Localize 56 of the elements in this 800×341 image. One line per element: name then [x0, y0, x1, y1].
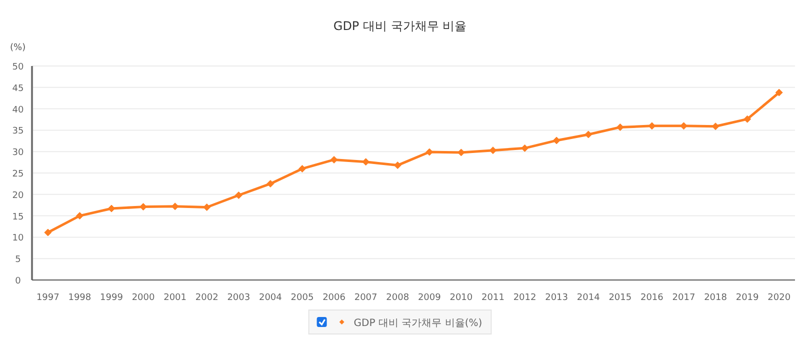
point: [234, 192, 242, 200]
y-tick-label: 20: [12, 190, 24, 201]
point: [266, 180, 274, 188]
y-tick-label: 0: [15, 276, 22, 286]
x-tick-label: 2006: [322, 293, 346, 303]
x-tick-label: 2017: [672, 293, 696, 303]
x-tick-label: 2005: [290, 293, 314, 303]
x-tick-label: 2001: [164, 293, 187, 303]
point: [552, 136, 560, 144]
x-tick-label: 2013: [545, 293, 568, 303]
point: [330, 156, 338, 164]
x-tick-label: 2000: [132, 293, 155, 303]
y-tick-label: 5: [15, 255, 21, 266]
x-tick-label: 2012: [513, 293, 536, 303]
point: [712, 122, 720, 130]
point: [616, 123, 624, 131]
legend-label: GDP 대비 국가채무 비율(%): [354, 318, 482, 329]
x-tick-label: 2008: [386, 293, 410, 303]
x-tick-label: 2014: [576, 293, 600, 303]
point: [44, 228, 52, 236]
x-tick-label: 2003: [227, 293, 250, 303]
point: [744, 115, 752, 123]
point: [521, 144, 529, 152]
x-tick-label: 1999: [100, 293, 124, 303]
chart-title: GDP 대비 국가채무 비율: [333, 19, 467, 33]
x-tick-label: 2007: [354, 293, 378, 303]
y-tick-label: 10: [12, 234, 24, 244]
point: [584, 130, 592, 138]
x-tick-label: 1998: [68, 293, 92, 303]
x-tick-label: 2020: [768, 293, 791, 303]
point: [298, 164, 306, 172]
point: [489, 146, 497, 154]
point: [775, 88, 783, 96]
y-axis-title: (%): [10, 43, 26, 53]
x-tick-label: 2002: [195, 293, 218, 303]
y-tick-label: 40: [12, 105, 24, 116]
legend: GDP 대비 국가채무 비율(%): [308, 310, 492, 334]
y-tick-label: 50: [12, 62, 24, 72]
y-tick-label: 25: [12, 170, 24, 180]
y-tick-label: 45: [12, 84, 24, 94]
x-tick-label: 2018: [704, 293, 728, 303]
x-tick-label: 2015: [608, 293, 632, 303]
y-tick-label: 15: [12, 212, 24, 222]
x-tick-label: 2010: [450, 293, 473, 303]
point: [171, 202, 179, 210]
y-tick-label: 30: [12, 148, 24, 158]
x-tick-label: 2004: [258, 293, 282, 303]
x-tick-label: 1997: [36, 293, 60, 303]
point: [394, 162, 402, 170]
point: [203, 203, 211, 211]
y-tick-label: 35: [12, 126, 24, 137]
x-tick-label: 2009: [418, 293, 442, 303]
x-tick-label: 2016: [640, 293, 664, 303]
point: [76, 212, 84, 220]
x-tick-label: 2019: [736, 293, 760, 303]
x-tick-label: 2011: [482, 293, 504, 303]
